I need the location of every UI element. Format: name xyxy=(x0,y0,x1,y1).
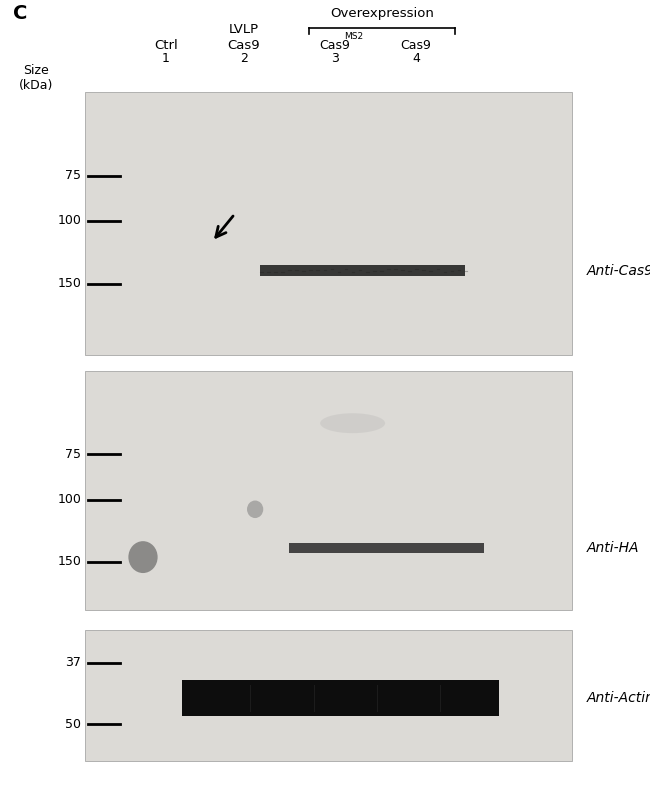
Text: 150: 150 xyxy=(57,277,81,290)
Bar xyxy=(84,630,572,761)
Bar xyxy=(289,543,484,552)
Text: C: C xyxy=(13,4,27,23)
Text: 75: 75 xyxy=(65,448,81,461)
Bar xyxy=(84,371,572,610)
Text: Ctrl: Ctrl xyxy=(154,39,177,52)
Bar xyxy=(84,92,572,355)
Text: 75: 75 xyxy=(65,169,81,183)
Text: Anti-Cas9: Anti-Cas9 xyxy=(586,264,650,277)
Text: 150: 150 xyxy=(57,556,81,568)
Bar xyxy=(260,265,465,277)
Text: MS2: MS2 xyxy=(344,33,363,41)
Text: 100: 100 xyxy=(57,493,81,506)
Ellipse shape xyxy=(129,541,157,573)
Ellipse shape xyxy=(247,501,263,518)
Text: Cas9: Cas9 xyxy=(319,39,350,52)
Text: LVLP: LVLP xyxy=(229,23,259,36)
Text: 1: 1 xyxy=(162,53,170,65)
Text: Overexpression: Overexpression xyxy=(330,7,434,20)
Text: Anti-Actin: Anti-Actin xyxy=(586,691,650,705)
Text: 100: 100 xyxy=(57,214,81,227)
Ellipse shape xyxy=(320,414,385,434)
Text: Anti-HA: Anti-HA xyxy=(586,540,639,555)
Text: 2: 2 xyxy=(240,53,248,65)
Text: Size
(kDa): Size (kDa) xyxy=(19,64,53,92)
Text: 4: 4 xyxy=(412,53,420,65)
Text: 50: 50 xyxy=(65,718,81,731)
Text: Cas9: Cas9 xyxy=(227,39,260,52)
Text: 3: 3 xyxy=(331,53,339,65)
Text: Cas9: Cas9 xyxy=(400,39,432,52)
Text: 37: 37 xyxy=(66,656,81,669)
Bar xyxy=(182,680,499,717)
